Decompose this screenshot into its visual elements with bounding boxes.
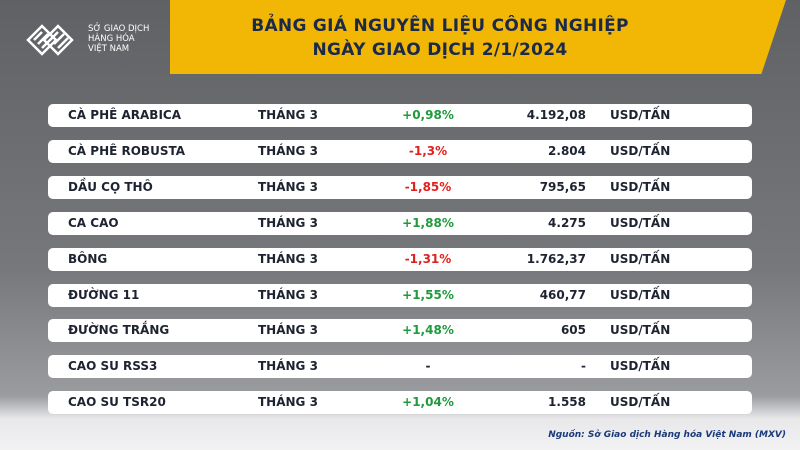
price: 4.275 <box>548 215 586 230</box>
unit: USD/TẤN <box>610 323 671 338</box>
title: BẢNG GIÁ NGUYÊN LIỆU CÔNG NGHIỆP <box>251 16 629 36</box>
table-row: CAO SU TSR20 THÁNG 3 +1,04% 1.558 USD/TẤN <box>48 391 752 415</box>
price: - <box>581 359 586 374</box>
logo-text: VIỆT NAM <box>88 44 130 54</box>
unit: USD/TẤN <box>610 395 671 410</box>
price: 460,77 <box>539 287 586 302</box>
price: 605 <box>560 323 586 338</box>
commodity: CAO SU RSS3 <box>68 359 158 374</box>
contract-month: THÁNG 3 <box>258 143 318 158</box>
change: +1,55% <box>402 287 454 302</box>
contract-month: THÁNG 3 <box>258 108 318 122</box>
source-note: Nguồn: Sở Giao dịch Hàng hóa Việt Nam (M… <box>548 430 786 440</box>
change: - <box>425 359 431 374</box>
commodity: ĐƯỜNG TRẮNG <box>68 323 170 338</box>
logo-mark <box>26 24 74 56</box>
commodity: CÀ PHÊ ROBUSTA <box>68 143 185 158</box>
table-row: CA CAO THÁNG 3 +1,88% 4.275 USD/TẤN <box>48 211 752 235</box>
logo-text: HÀNG HÓA <box>88 34 135 44</box>
unit: USD/TẤN <box>610 359 671 374</box>
change: +1,04% <box>402 395 454 410</box>
change: +1,88% <box>402 215 454 230</box>
commodity: CA CAO <box>68 215 119 230</box>
table-row: BÔNG THÁNG 3 -1,31% 1.762,37 USD/TẤN <box>48 247 752 271</box>
contract-month: THÁNG 3 <box>258 215 318 230</box>
contract-month: THÁNG 3 <box>258 395 318 410</box>
unit: USD/TẤN <box>610 287 671 302</box>
contract-month: THÁNG 3 <box>258 359 318 374</box>
change: -1,3% <box>408 143 448 158</box>
unit: USD/TẤN <box>610 108 671 122</box>
price: 4.192,08 <box>526 108 586 122</box>
commodity: DẦU CỌ THÔ <box>68 179 153 194</box>
change: -1,85% <box>404 179 452 194</box>
table-row: CAO SU RSS3 THÁNG 3 - - USD/TẤN <box>48 355 752 379</box>
subtitle: NGÀY GIAO DỊCH 2/1/2024 <box>312 40 568 60</box>
logo-text: SỞ GIAO DỊCH <box>88 24 150 34</box>
table-row: CÀ PHÊ ARABICA THÁNG 3 +0,98% 4.192,08 USD/T… <box>48 104 752 127</box>
commodity: ĐƯỜNG 11 <box>68 287 140 302</box>
contract-month: THÁNG 3 <box>258 251 318 266</box>
price: 1.558 <box>548 395 586 410</box>
change: -1,31% <box>404 251 452 266</box>
unit: USD/TẤN <box>610 179 671 194</box>
unit: USD/TẤN <box>610 215 671 230</box>
price: 2.804 <box>548 143 586 158</box>
table-row: ĐƯỜNG 11 THÁNG 3 +1,55% 460,77 USD/TẤN <box>48 283 752 307</box>
contract-month: THÁNG 3 <box>258 179 318 194</box>
contract-month: THÁNG 3 <box>258 323 318 338</box>
unit: USD/TẤN <box>610 143 671 158</box>
unit: USD/TẤN <box>610 251 671 266</box>
change: +0,98% <box>402 108 454 122</box>
commodity: CAO SU TSR20 <box>68 395 166 410</box>
title-banner <box>170 0 786 74</box>
table-row: ĐƯỜNG TRẮNG THÁNG 3 +1,48% 605 USD/TẤN <box>48 319 752 343</box>
change: +1,48% <box>402 323 454 338</box>
price: 795,65 <box>539 179 586 194</box>
contract-month: THÁNG 3 <box>258 287 318 302</box>
commodity: BÔNG <box>68 251 108 266</box>
price: 1.762,37 <box>526 251 586 266</box>
table-row: DẦU CỌ THÔ THÁNG 3 -1,85% 795,65 USD/TẤN <box>48 175 752 199</box>
table-row: CÀ PHÊ ROBUSTA THÁNG 3 -1,3% 2.804 USD/TẤN <box>48 139 752 163</box>
commodity: CÀ PHÊ ARABICA <box>68 108 182 122</box>
